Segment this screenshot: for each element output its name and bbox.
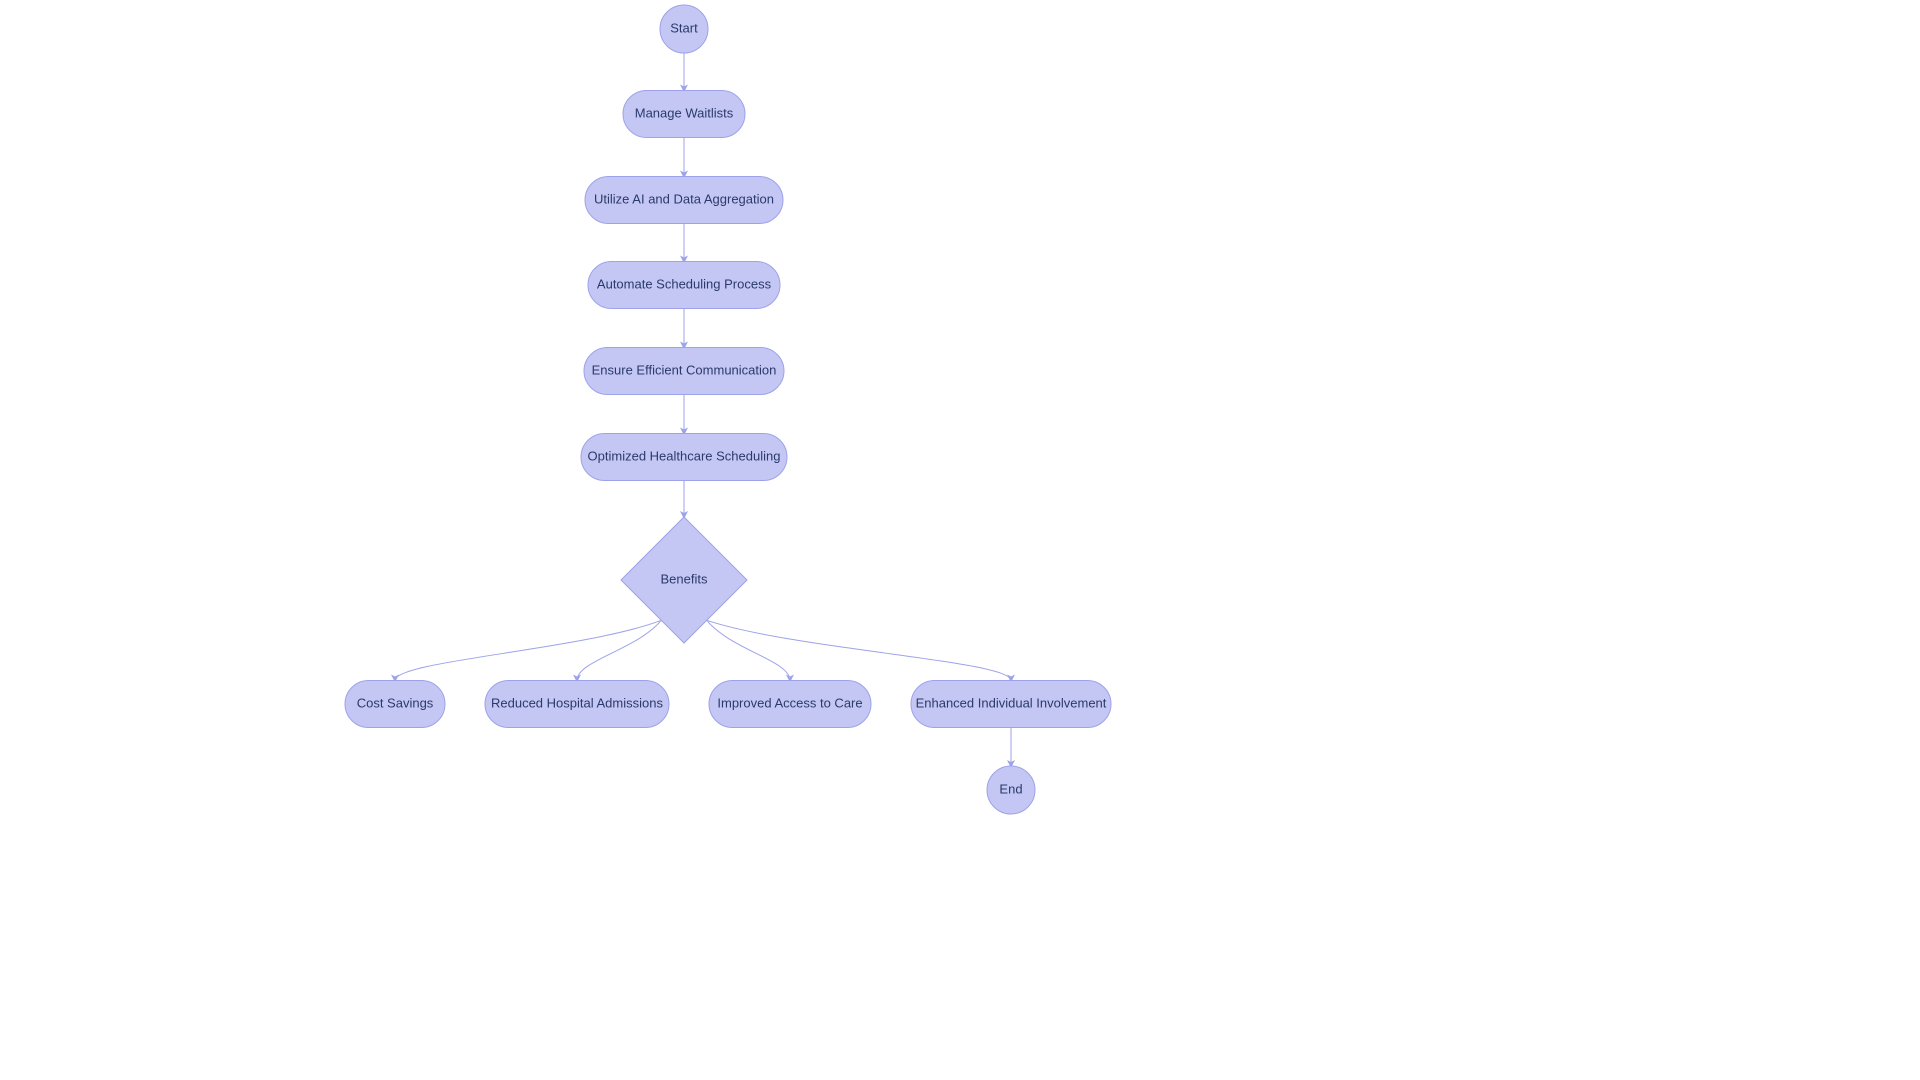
nodes: Start Manage Waitlists Utilize AI and Data… bbox=[345, 5, 1111, 814]
node-label-b3: Improved Access to Care bbox=[717, 695, 862, 710]
node-end: End bbox=[987, 766, 1035, 814]
node-label-n4: Ensure Efficient Communication bbox=[592, 362, 777, 377]
node-b1: Cost Savings bbox=[345, 681, 445, 728]
node-benefits: Benefits bbox=[621, 517, 747, 643]
node-label-n2: Utilize AI and Data Aggregation bbox=[594, 191, 774, 206]
node-label-n5: Optimized Healthcare Scheduling bbox=[588, 448, 781, 463]
node-b3: Improved Access to Care bbox=[709, 681, 871, 728]
node-label-b2: Reduced Hospital Admissions bbox=[491, 695, 663, 710]
node-n3: Automate Scheduling Process bbox=[588, 262, 780, 309]
node-n5: Optimized Healthcare Scheduling bbox=[581, 434, 787, 481]
edges bbox=[395, 53, 1011, 766]
node-start: Start bbox=[660, 5, 708, 53]
node-label-benefits: Benefits bbox=[661, 571, 708, 586]
edge-benefits-b4 bbox=[707, 620, 1011, 680]
node-label-b4: Enhanced Individual Involvement bbox=[916, 695, 1107, 710]
node-n2: Utilize AI and Data Aggregation bbox=[585, 177, 783, 224]
edge-benefits-b3 bbox=[707, 620, 790, 680]
node-label-n1: Manage Waitlists bbox=[635, 105, 734, 120]
node-n4: Ensure Efficient Communication bbox=[584, 348, 784, 395]
edge-benefits-b2 bbox=[577, 620, 661, 680]
node-label-b1: Cost Savings bbox=[357, 695, 434, 710]
node-label-start: Start bbox=[670, 20, 698, 35]
node-b2: Reduced Hospital Admissions bbox=[485, 681, 669, 728]
node-b4: Enhanced Individual Involvement bbox=[911, 681, 1111, 728]
edge-benefits-b1 bbox=[395, 620, 661, 680]
flowchart-canvas: Start Manage Waitlists Utilize AI and Data… bbox=[0, 0, 1920, 1080]
node-label-n3: Automate Scheduling Process bbox=[597, 276, 772, 291]
node-n1: Manage Waitlists bbox=[623, 91, 745, 138]
node-label-end: End bbox=[999, 781, 1022, 796]
